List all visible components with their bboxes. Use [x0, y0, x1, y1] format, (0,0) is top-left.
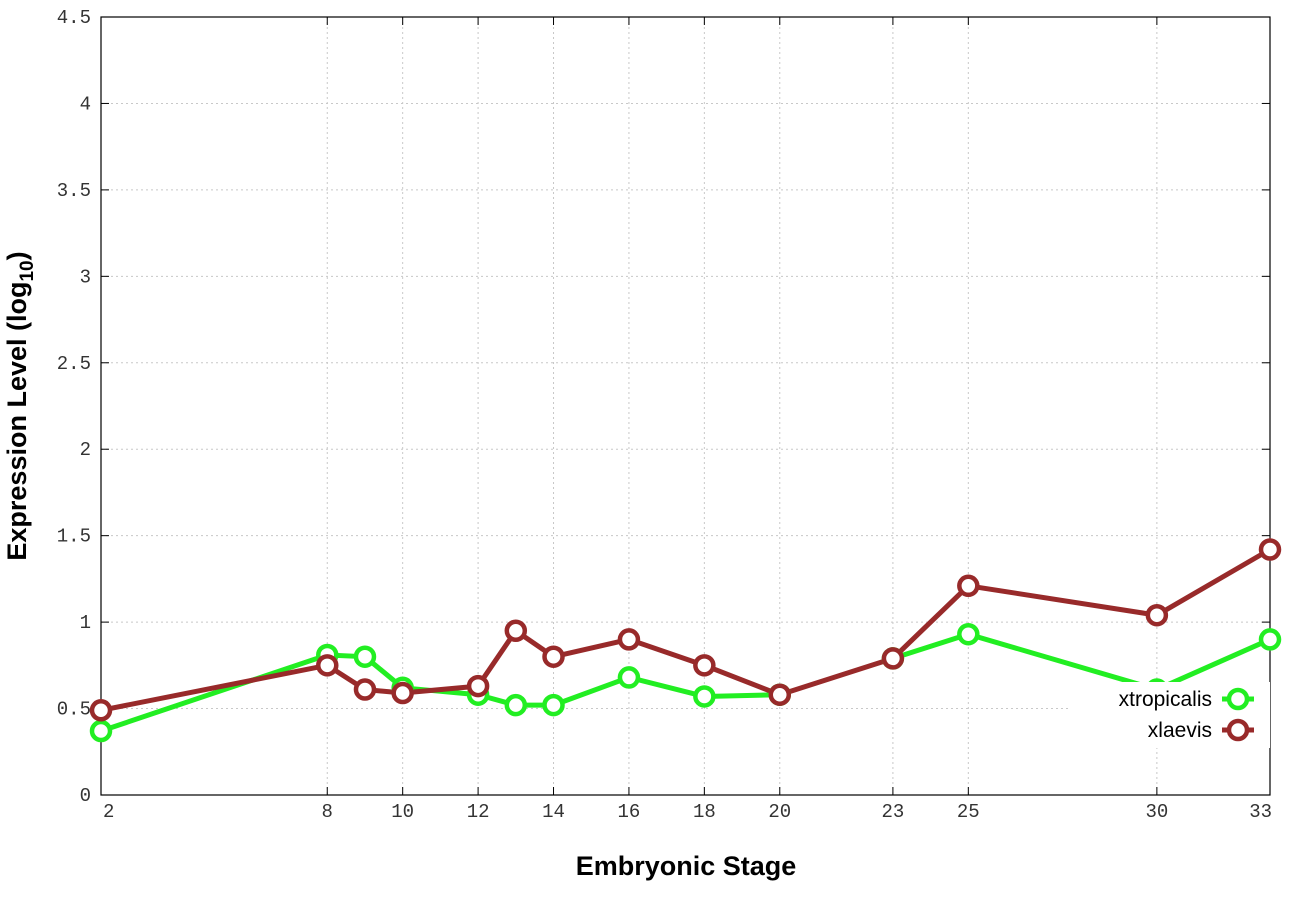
- y-axis-title-close: ): [2, 251, 32, 260]
- data-point-xlaevis: [957, 574, 980, 598]
- x-tick-label: 16: [618, 801, 641, 823]
- data-point-xlaevis: [617, 628, 641, 651]
- x-axis-title: Embryonic Stage: [576, 851, 797, 881]
- data-point-xtropicalis: [542, 693, 565, 717]
- y-tick-label: 0.5: [57, 699, 91, 721]
- data-point-xlaevis: [542, 645, 565, 668]
- x-tick-label: 8: [322, 801, 333, 823]
- legend-swatch-marker: [1226, 718, 1250, 742]
- y-tick-label: 2: [80, 439, 91, 461]
- data-point-xtropicalis_late: [957, 622, 980, 646]
- legend-label: xtropicalis: [1119, 688, 1212, 711]
- y-tick-label: 4.5: [57, 7, 91, 29]
- x-tick-label: 10: [391, 801, 414, 823]
- y-tick-label: 0: [80, 785, 91, 807]
- y-axis-title-subscript: 10: [17, 260, 38, 281]
- data-point-xlaevis: [881, 647, 905, 670]
- data-point-xlaevis: [768, 683, 792, 706]
- y-axis-title-main: Expression Level (log: [2, 282, 32, 561]
- data-point-xlaevis: [504, 619, 528, 643]
- data-point-xlaevis: [316, 654, 339, 677]
- legend-label: xlaevis: [1148, 719, 1212, 742]
- x-tick-label: 2: [103, 801, 114, 823]
- data-point-xlaevis: [89, 699, 113, 722]
- legend: xtropicalis xlaevis: [1070, 682, 1270, 748]
- data-point-xtropicalis: [617, 666, 641, 689]
- data-point-xtropicalis: [89, 719, 113, 743]
- series-line-xtropicalis_late: [892, 631, 1272, 693]
- y-axis-title: Expression Level (log10): [2, 251, 38, 560]
- y-tick-label: 3: [80, 266, 91, 288]
- x-tick-label: 20: [768, 801, 791, 823]
- x-tick-label: 18: [693, 801, 716, 823]
- data-point-xlaevis: [353, 678, 377, 701]
- data-point-xtropicalis: [353, 645, 377, 668]
- plot-frame: [100, 16, 1271, 796]
- series-line-xtropicalis: [100, 652, 780, 734]
- y-tick-label: 4: [80, 93, 91, 115]
- data-series: [89, 538, 1282, 743]
- x-tick-label: 23: [881, 801, 904, 823]
- y-tick-label: 3.5: [57, 180, 91, 202]
- data-point-xlaevis: [391, 681, 414, 705]
- y-tick-label: 1: [80, 612, 91, 634]
- data-point-xlaevis: [1145, 603, 1169, 627]
- data-point-xtropicalis: [693, 685, 716, 708]
- x-tick-label: 14: [542, 801, 565, 823]
- x-tick-label: 12: [467, 801, 490, 823]
- data-point-xlaevis: [1258, 538, 1282, 561]
- x-tick-label: 30: [1145, 801, 1168, 823]
- x-tick-label: 33: [1249, 801, 1272, 823]
- grid-lines: [101, 17, 1270, 795]
- data-point-xtropicalis_late: [1258, 628, 1282, 651]
- legend-swatch-marker: [1226, 687, 1250, 711]
- data-point-xlaevis: [693, 654, 716, 677]
- y-tick-label: 2.5: [57, 353, 91, 375]
- y-tick-label: 1.5: [57, 526, 91, 548]
- data-point-xtropicalis: [504, 693, 528, 717]
- axes: 2 8 10 12 14 16 18 20 23 25 30 33 0 0.5 1 1.5 2 2.5 3 3.5 4 4…: [57, 7, 1272, 823]
- data-point-xlaevis: [466, 674, 490, 698]
- x-tick-label: 25: [957, 801, 980, 823]
